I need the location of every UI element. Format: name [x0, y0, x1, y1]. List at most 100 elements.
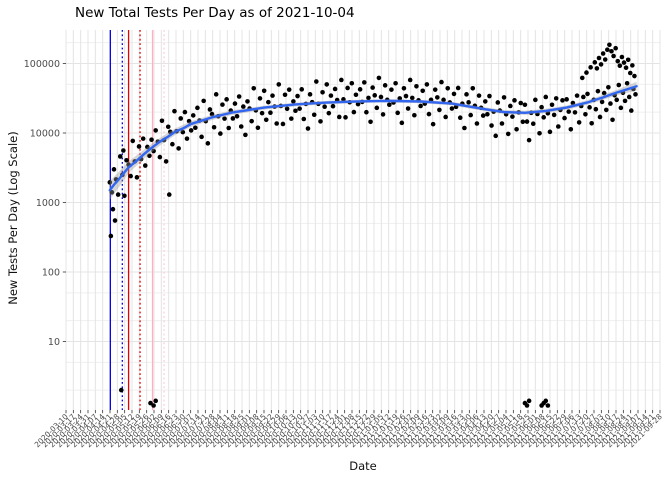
data-point [170, 141, 175, 147]
data-point [193, 125, 198, 131]
data-point [451, 91, 457, 97]
data-point [602, 57, 608, 62]
data-point [108, 233, 114, 239]
data-point [574, 93, 580, 98]
data-point [232, 101, 238, 106]
data-point [291, 99, 296, 104]
data-point [293, 108, 298, 114]
data-point [165, 124, 171, 130]
data-point [336, 114, 342, 120]
data-point [605, 47, 610, 52]
data-point [311, 112, 317, 118]
data-point [568, 127, 574, 132]
data-point [583, 111, 588, 117]
y-tick-label: 100 [42, 267, 60, 278]
data-point [518, 100, 524, 106]
data-point [357, 87, 363, 92]
data-point [543, 94, 549, 100]
data-point [297, 106, 302, 111]
data-point [213, 92, 219, 97]
data-point [409, 95, 415, 101]
data-point [110, 206, 116, 212]
data-point [397, 96, 403, 101]
data-point [153, 398, 158, 404]
data-point [545, 111, 551, 116]
data-point [593, 106, 599, 112]
data-point [201, 98, 206, 104]
data-point [622, 98, 628, 104]
data-point [482, 99, 488, 104]
data-point [314, 79, 319, 84]
data-point [136, 144, 142, 149]
y-tick-label: 100000 [24, 59, 60, 70]
data-point [374, 105, 380, 111]
data-point [495, 100, 501, 105]
data-point [280, 121, 286, 127]
data-point [499, 121, 505, 126]
data-point [606, 84, 611, 90]
trend-line [108, 85, 638, 192]
data-point [522, 102, 528, 108]
data-point [318, 119, 323, 124]
data-point [553, 96, 559, 101]
data-point [236, 94, 242, 99]
data-point [621, 60, 627, 65]
data-point [288, 116, 294, 121]
data-point [305, 126, 311, 131]
data-point [205, 141, 211, 146]
data-point [117, 154, 123, 159]
data-point [243, 132, 248, 138]
data-point [195, 105, 200, 111]
data-point [418, 103, 423, 109]
y-axis-title: New Tests Per Day (Log Scale) [6, 131, 20, 305]
data-point [611, 53, 616, 59]
data-point [324, 82, 330, 87]
data-point [618, 105, 624, 111]
data-point [441, 97, 446, 103]
data-point [349, 80, 355, 86]
y-tick-label: 1000 [36, 198, 60, 209]
data-point [209, 111, 215, 117]
data-point [623, 65, 629, 71]
data-point [361, 80, 367, 85]
data-point [572, 110, 578, 115]
data-point [251, 85, 257, 91]
data-point [234, 113, 240, 119]
data-point [501, 95, 507, 100]
data-point [339, 77, 344, 83]
data-point [576, 120, 582, 125]
data-point [395, 110, 400, 116]
data-point [257, 96, 263, 101]
data-point [594, 66, 600, 71]
data-point [587, 105, 592, 110]
data-point [609, 48, 614, 54]
data-point [537, 131, 542, 136]
data-point [596, 55, 602, 61]
data-point [345, 85, 350, 91]
data-point [230, 116, 236, 121]
data-point [186, 118, 192, 124]
data-point [616, 82, 622, 88]
data-point [608, 101, 613, 106]
data-point [480, 113, 486, 118]
data-point [541, 115, 546, 120]
data-point [109, 190, 115, 195]
data-point [263, 117, 269, 123]
data-point [414, 83, 419, 89]
data-point [555, 124, 561, 129]
data-point [399, 120, 405, 126]
data-point [142, 163, 148, 168]
data-point [470, 85, 476, 91]
data-point [380, 112, 386, 117]
data-point [524, 119, 530, 124]
data-point [595, 88, 601, 94]
data-point [464, 92, 469, 97]
data-point [543, 398, 549, 404]
data-point [368, 119, 373, 125]
data-point [445, 85, 451, 91]
data-point [270, 93, 275, 98]
data-point [430, 121, 436, 127]
data-point [424, 82, 430, 87]
data-point [403, 93, 409, 99]
data-point [560, 98, 565, 103]
